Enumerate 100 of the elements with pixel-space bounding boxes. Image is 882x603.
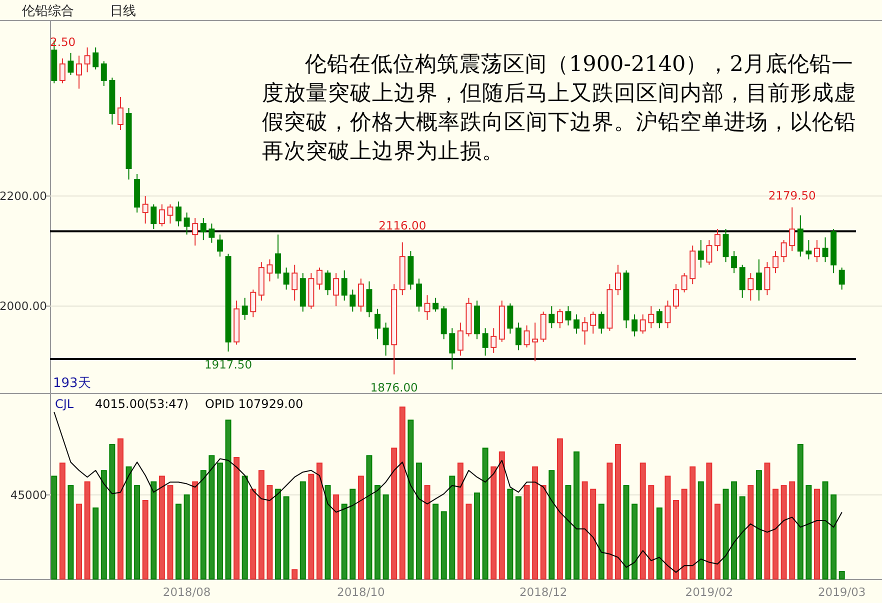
bar [457, 462, 464, 580]
candlestick [556, 308, 563, 329]
bar [84, 481, 90, 580]
bar [225, 420, 232, 580]
candlestick [739, 264, 746, 298]
bar [192, 481, 198, 580]
bar [731, 481, 738, 580]
candlestick [574, 314, 580, 334]
candlestick [184, 212, 190, 236]
bar [324, 485, 331, 580]
candlestick [698, 240, 704, 268]
candlestick [350, 289, 356, 312]
candlestick [640, 314, 646, 334]
annotation: 4015.00(53:47) [95, 397, 189, 411]
bar [739, 496, 746, 580]
bar [316, 462, 322, 580]
bar [814, 488, 820, 580]
x-tick-label: 2019/02 [685, 585, 734, 599]
bar [358, 476, 364, 580]
bar [681, 488, 688, 580]
y-tick-label: 2000.00 [0, 299, 47, 314]
bar [449, 476, 456, 580]
candlestick [515, 322, 522, 351]
candlestick [283, 267, 290, 290]
candlestick [532, 322, 538, 362]
bar [706, 462, 712, 580]
bar [714, 504, 720, 580]
candlestick [548, 306, 555, 329]
bar [838, 570, 845, 580]
bar [515, 496, 522, 580]
bar [275, 488, 282, 580]
bar [391, 448, 398, 580]
bar [614, 444, 621, 580]
candlestick [756, 258, 762, 302]
candlestick [432, 297, 439, 312]
candlestick [208, 223, 215, 244]
bar [51, 476, 58, 580]
candlestick [84, 46, 90, 73]
bar [598, 504, 604, 580]
x-tick-label: 2018/08 [162, 585, 211, 599]
bar [158, 476, 165, 580]
bar [698, 481, 704, 580]
candlestick [158, 204, 165, 227]
bar [126, 466, 132, 580]
candlestick [524, 324, 530, 348]
bar [200, 470, 206, 580]
bar [266, 485, 273, 580]
bar [524, 485, 530, 580]
candlestick [192, 218, 198, 246]
candlestick [780, 240, 787, 263]
bar [830, 494, 837, 580]
bar [399, 406, 406, 580]
bar [117, 438, 124, 580]
candlestick [424, 294, 430, 320]
candlestick [457, 322, 464, 356]
bar [283, 496, 290, 580]
candlestick [648, 306, 654, 329]
candlestick [806, 240, 812, 260]
y-tick-label: 2200.00 [0, 189, 47, 204]
bar [722, 488, 729, 580]
candlestick [656, 308, 662, 329]
bar [748, 485, 754, 580]
candlestick [68, 52, 74, 76]
candlestick [814, 240, 820, 263]
candlestick [92, 46, 99, 70]
candlestick [216, 234, 223, 258]
bar [134, 485, 140, 580]
bar [640, 462, 646, 580]
bar [382, 494, 389, 580]
bar [308, 474, 314, 580]
candlestick [789, 206, 796, 252]
bar [100, 470, 107, 580]
candlestick [242, 297, 248, 320]
annotation: 1876.00 [370, 380, 418, 394]
bar [176, 504, 182, 580]
bar [300, 481, 306, 580]
bar [432, 504, 439, 580]
candlestick [374, 308, 381, 340]
bar [822, 481, 828, 580]
chart-subtitle: 日线 [110, 4, 136, 19]
annotation: 2.50 [50, 35, 76, 49]
candlestick [590, 311, 596, 334]
bar [374, 485, 381, 580]
candlestick [722, 228, 729, 263]
bar [109, 444, 116, 580]
candlestick [358, 278, 364, 312]
annotation: 193天 [53, 376, 91, 391]
x-tick-label: 2018/10 [337, 585, 385, 599]
candlestick [664, 300, 671, 329]
bar [416, 462, 422, 580]
bar [690, 466, 696, 580]
bar [673, 500, 680, 580]
bar [756, 470, 762, 580]
bar [208, 455, 215, 580]
bar [242, 476, 248, 580]
bar [648, 485, 654, 580]
bar [466, 504, 472, 580]
bar [92, 507, 99, 580]
bar [548, 470, 555, 580]
candlestick [250, 289, 256, 318]
